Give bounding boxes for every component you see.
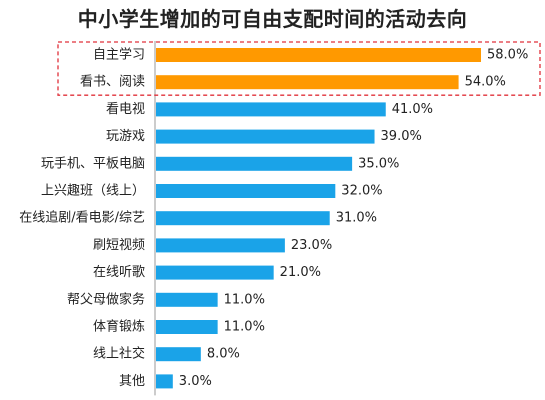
category-label-10: 帮父母做家务	[67, 291, 145, 307]
category-label-3: 看电视	[106, 101, 145, 117]
value-label-13: 3.0%	[179, 374, 212, 389]
category-label-8: 刷短视频	[93, 238, 145, 253]
bar-4	[156, 129, 375, 144]
category-label-5: 玩手机、平板电脑	[41, 156, 145, 171]
value-label-9: 21.0%	[280, 265, 321, 280]
value-label-3: 41.0%	[392, 102, 433, 117]
value-label-8: 23.0%	[291, 238, 332, 253]
category-label-11: 体育锻炼	[93, 319, 145, 335]
bar-8	[156, 238, 285, 253]
bar-6	[156, 184, 336, 198]
value-label-5: 35.0%	[358, 156, 399, 171]
value-label-12: 8.0%	[207, 347, 240, 362]
category-label-1: 自主学习	[93, 47, 145, 63]
value-label-10: 11.0%	[224, 292, 265, 307]
category-label-12: 线上社交	[93, 346, 145, 362]
value-label-11: 11.0%	[224, 320, 265, 335]
bar-1	[156, 48, 481, 62]
bar-5	[156, 156, 353, 171]
bar-10	[156, 292, 218, 307]
value-label-4: 39.0%	[381, 129, 422, 144]
value-label-6: 32.0%	[341, 184, 382, 199]
value-label-2: 54.0%	[465, 75, 506, 90]
chart-title: 中小学生增加的可自由支配时间的活动去向	[77, 7, 468, 31]
category-label-13: 其他	[119, 374, 145, 389]
value-label-1: 58.0%	[487, 48, 528, 63]
bar-2	[156, 75, 459, 90]
value-label-7: 31.0%	[336, 211, 377, 226]
category-label-2: 看书、阅读	[80, 74, 145, 90]
category-label-7: 在线追剧/看电影/综艺	[19, 210, 145, 226]
bar-12	[156, 347, 201, 362]
category-label-9: 在线听歌	[93, 265, 145, 280]
category-label-4: 玩游戏	[106, 129, 145, 144]
bar-11	[156, 320, 218, 334]
bar-3	[156, 102, 386, 117]
bar-7	[156, 211, 330, 226]
category-label-6: 上兴趣班（线上）	[41, 184, 145, 199]
bar-9	[156, 265, 274, 280]
bar-13	[156, 374, 173, 389]
highlight-box	[57, 41, 541, 96]
